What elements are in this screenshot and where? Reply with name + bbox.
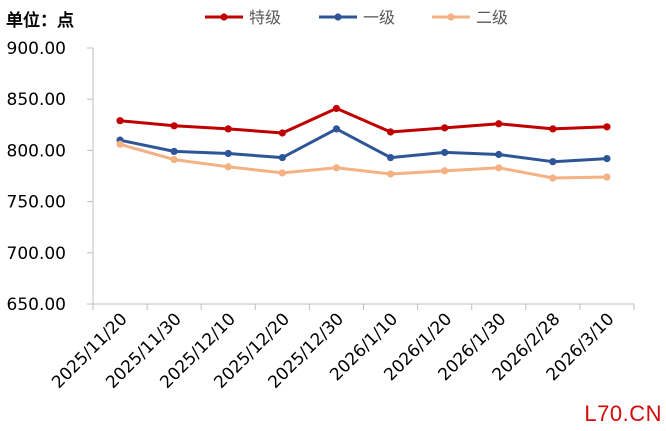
data-point <box>170 122 178 130</box>
data-point <box>116 140 124 148</box>
series-line-1 <box>119 106 608 135</box>
data-point <box>495 164 503 172</box>
data-point <box>495 120 503 128</box>
data-point <box>278 169 286 177</box>
data-point <box>224 149 232 158</box>
data-point <box>603 173 611 181</box>
legend-label: 二级 <box>476 8 508 27</box>
series-line-3 <box>119 142 608 180</box>
data-point <box>224 125 232 133</box>
data-point <box>603 123 611 131</box>
data-point <box>386 153 395 162</box>
data-point <box>441 124 449 132</box>
legend-swatch-marker <box>447 13 455 21</box>
data-point <box>116 117 124 125</box>
series-line-2 <box>119 127 608 164</box>
legend-swatch-marker <box>334 13 342 21</box>
data-point <box>332 125 341 133</box>
y-tick-label: 850.00 <box>7 90 66 110</box>
legend-label: 特级 <box>249 8 281 27</box>
data-point <box>332 104 341 113</box>
y-tick-label: 700.00 <box>7 244 66 264</box>
y-tick-label: 900.00 <box>7 39 66 59</box>
data-point <box>386 128 395 136</box>
legend-label: 一级 <box>363 8 395 27</box>
data-point <box>603 154 611 163</box>
data-point <box>495 150 503 159</box>
data-point <box>549 125 557 133</box>
watermark: L70.CN <box>584 401 662 426</box>
data-point <box>549 158 557 166</box>
data-point <box>386 170 395 178</box>
data-point <box>170 156 178 164</box>
data-point <box>224 163 232 171</box>
data-point <box>549 174 557 182</box>
y-tick-label: 650.00 <box>7 295 66 315</box>
data-point <box>170 147 178 156</box>
data-point <box>278 153 286 162</box>
data-point <box>332 164 341 172</box>
y-tick-label: 750.00 <box>7 193 66 213</box>
data-point <box>441 167 449 175</box>
data-point <box>441 148 449 157</box>
data-point <box>278 129 286 137</box>
unit-label: 单位：点 <box>6 11 74 31</box>
y-tick-label: 800.00 <box>7 141 66 161</box>
legend-swatch-marker <box>220 13 228 21</box>
